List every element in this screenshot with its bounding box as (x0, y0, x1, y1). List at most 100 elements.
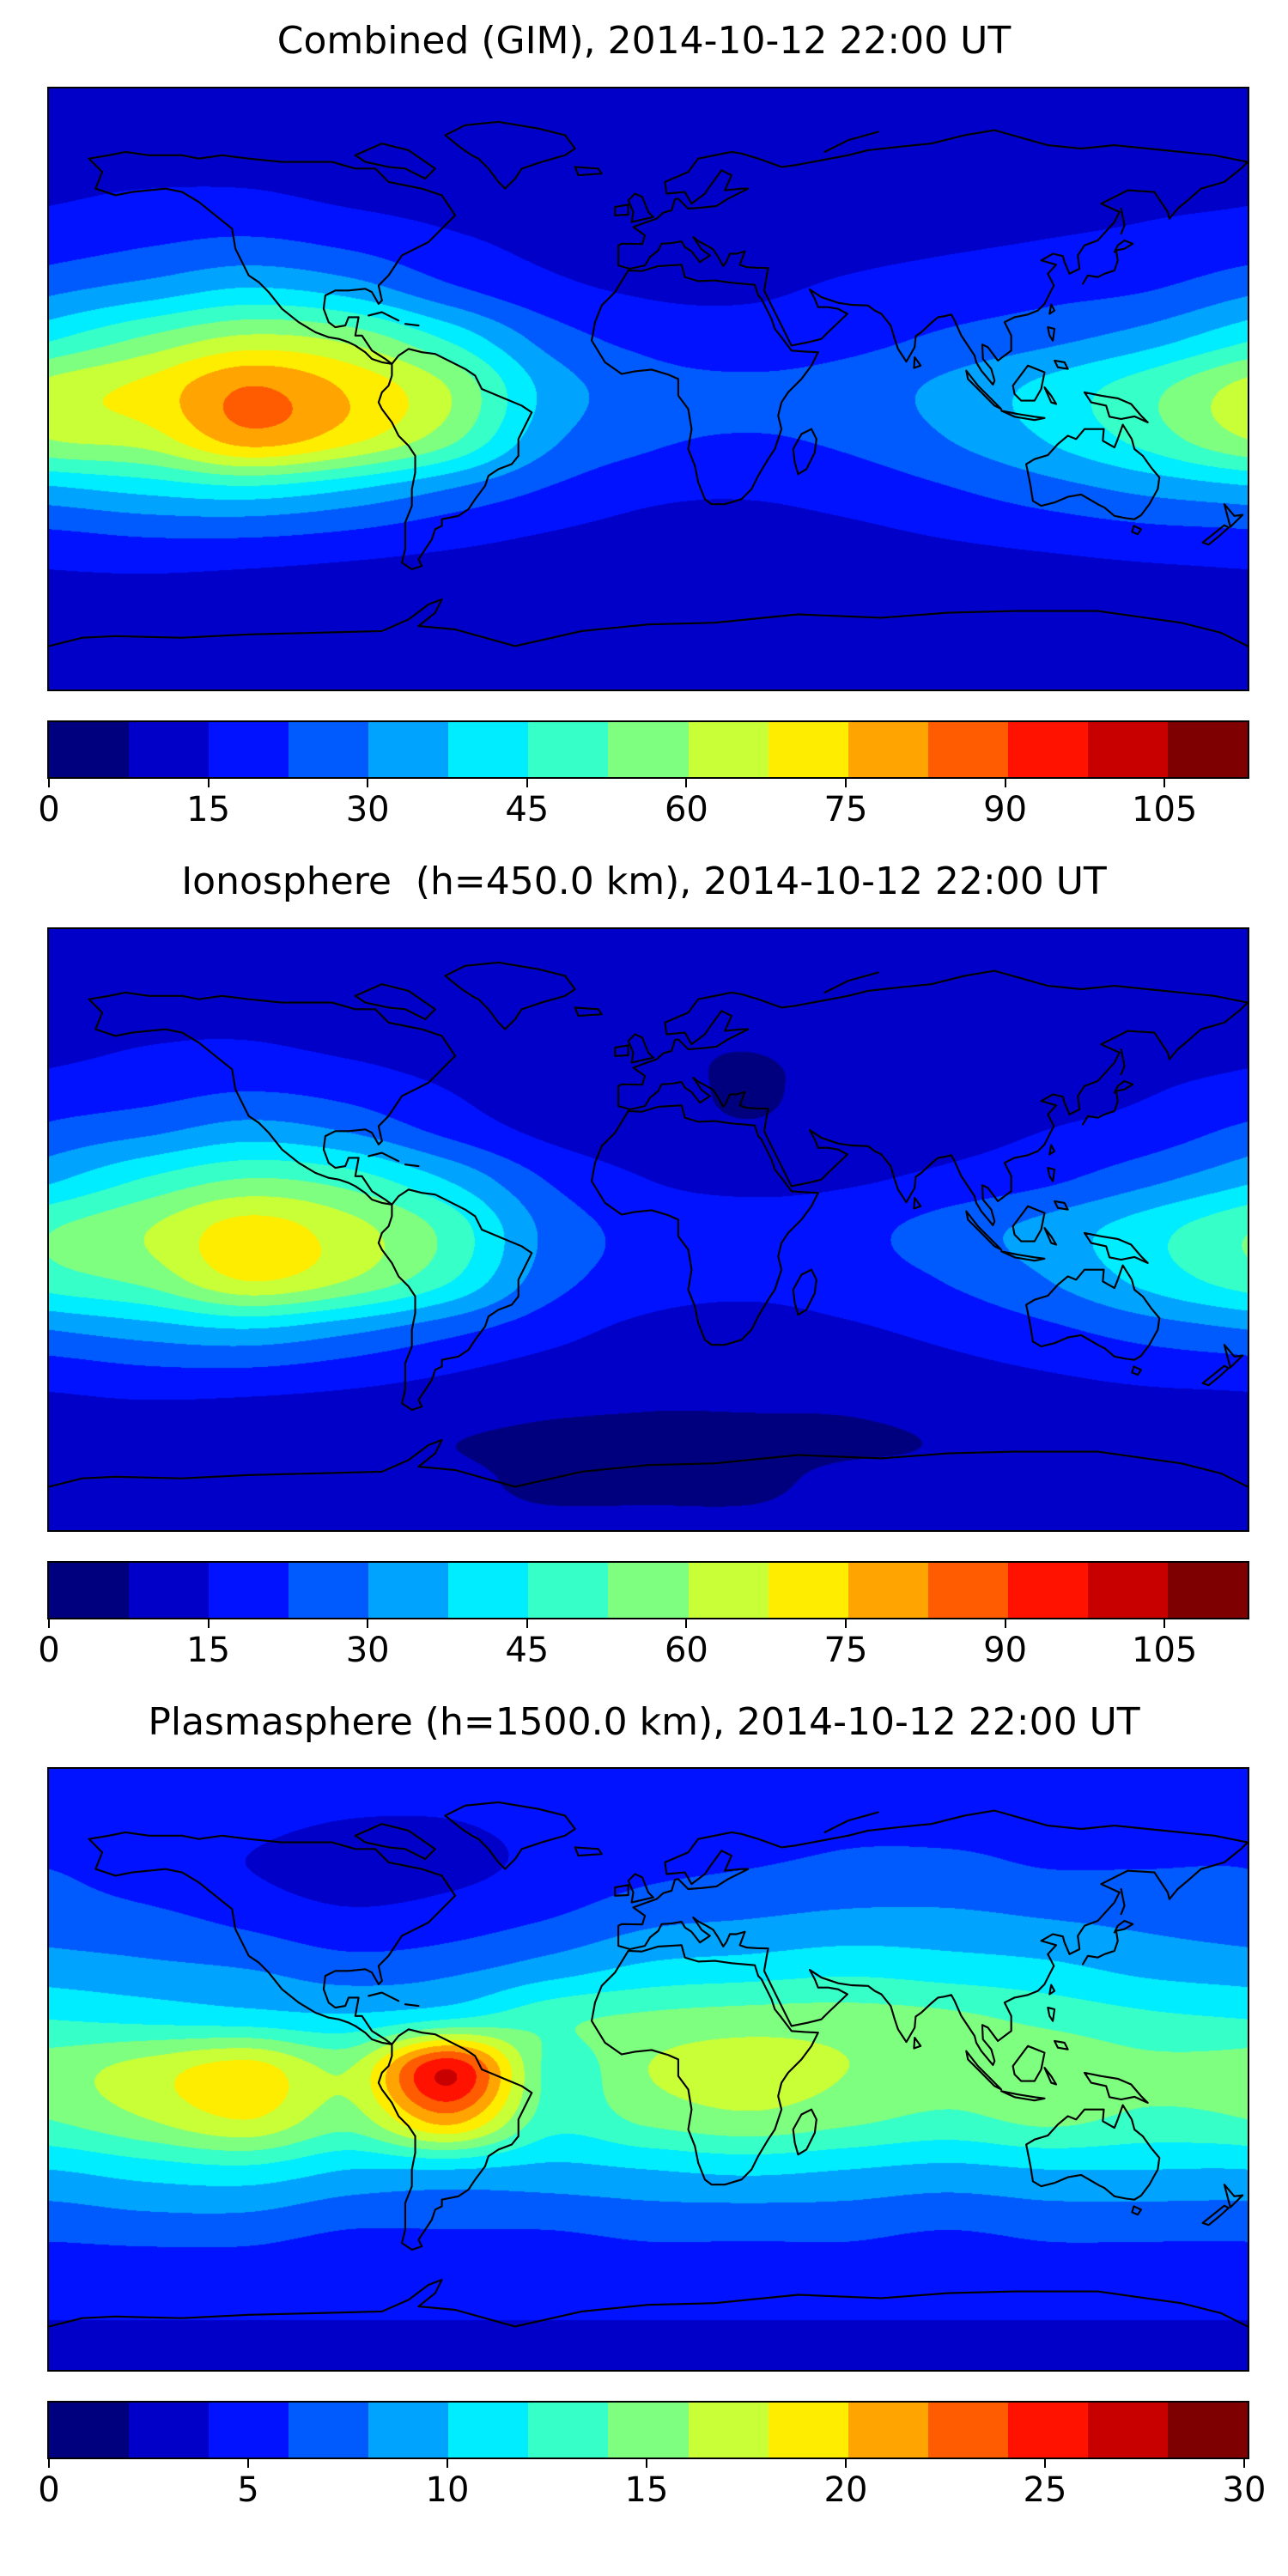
colorbar-tick-label: 75 (823, 789, 868, 829)
colorbar-segment (1007, 2403, 1088, 2458)
panel-title: Combined (GIM), 2014-10-12 22:00 UT (276, 19, 1012, 63)
colorbar (47, 1560, 1249, 1619)
colorbar-tick-mark (685, 778, 688, 787)
colorbar (47, 720, 1249, 779)
colorbar-segment (848, 1562, 928, 1618)
world-map-ionosphere (47, 927, 1249, 1532)
colorbar-segment (608, 1562, 689, 1618)
colorbar-tick-mark (48, 778, 50, 787)
colorbar-segment (289, 1562, 369, 1618)
colorbar-tick-label: 15 (186, 1630, 231, 1670)
tec-heatmap-canvas (49, 88, 1248, 690)
colorbar-tick-label: 45 (505, 1630, 550, 1670)
colorbar-tick-mark (1044, 2459, 1046, 2469)
colorbar-segment (368, 2403, 449, 2458)
colorbar-segment (927, 1562, 1008, 1618)
colorbar-tick-mark (1163, 1619, 1166, 1628)
colorbar-segment (368, 721, 449, 777)
colorbar-segment (129, 1562, 210, 1618)
colorbar-segment (209, 721, 289, 777)
colorbar-tick-label: 15 (624, 2470, 669, 2511)
colorbar-tick-label: 0 (38, 1630, 60, 1670)
colorbar-segment (768, 721, 848, 777)
colorbar-tick-label: 60 (664, 789, 708, 829)
colorbar-segment (688, 721, 769, 777)
colorbar-tick-label: 90 (983, 1630, 1028, 1670)
coastlines-overlay (49, 961, 1248, 1488)
panel-title: Plasmasphere (h=1500.0 km), 2014-10-12 2… (148, 1699, 1140, 1744)
colorbar-segment (608, 721, 689, 777)
colorbar-segment (1167, 1562, 1248, 1618)
colorbar-tick-label: 30 (345, 1630, 390, 1670)
panel-plasmasphere: Plasmasphere (h=1500.0 km), 2014-10-12 2… (0, 1681, 1288, 2522)
colorbar-segment (49, 2403, 130, 2458)
colorbar-segment (927, 721, 1008, 777)
colorbar-tick-mark (646, 2459, 647, 2469)
colorbar-tick-mark (247, 2459, 249, 2469)
coastlines-overlay (49, 1801, 1248, 2328)
colorbar (47, 2401, 1249, 2460)
colorbar-tick-mark (526, 778, 528, 787)
colorbar-segment (129, 2403, 210, 2458)
colorbar-segment (368, 1562, 449, 1618)
colorbar-tick-label: 25 (1023, 2470, 1067, 2511)
colorbar-segment (927, 2403, 1008, 2458)
colorbar-segment (289, 2403, 369, 2458)
colorbar-tick-mark (48, 1619, 50, 1628)
colorbar-tick-label: 30 (345, 789, 390, 829)
colorbar-tick-mark (1004, 1619, 1006, 1628)
colorbar-segment (688, 2403, 769, 2458)
colorbar-segment (768, 1562, 848, 1618)
world-map-plasmasphere (47, 1767, 1249, 2372)
colorbar-tick-label: 90 (983, 789, 1028, 829)
colorbar-segment (528, 1562, 609, 1618)
colorbar-tick-mark (845, 778, 847, 787)
colorbar-segment (289, 721, 369, 777)
colorbar-segment (528, 721, 609, 777)
panel-title: Ionosphere (h=450.0 km), 2014-10-12 22:0… (181, 859, 1107, 903)
colorbar-segment (1087, 721, 1168, 777)
colorbar-segment (1007, 1562, 1088, 1618)
colorbar-tick-label: 0 (38, 2470, 60, 2511)
colorbar-tick-mark (207, 778, 210, 787)
panel-combined-gim: Combined (GIM), 2014-10-12 22:00 UT 0 15 3… (0, 0, 1288, 841)
colorbar-segment (448, 1562, 529, 1618)
colorbar-segment (688, 1562, 769, 1618)
colorbar-segment (129, 721, 210, 777)
colorbar-tick-mark (1163, 778, 1166, 787)
colorbar-tick-label: 15 (186, 789, 231, 829)
colorbar-tick-mark (526, 1619, 528, 1628)
colorbar-segment (528, 2403, 609, 2458)
colorbar-segment (209, 1562, 289, 1618)
colorbar-tick-mark (845, 1619, 847, 1628)
colorbar-segment (1087, 1562, 1168, 1618)
figure-root: Combined (GIM), 2014-10-12 22:00 UT 0 15 3… (0, 0, 1288, 2522)
colorbar-segment (448, 2403, 529, 2458)
colorbar-segment (1167, 2403, 1248, 2458)
colorbar-segment (848, 721, 928, 777)
colorbar-tick-label: 75 (823, 1630, 868, 1670)
colorbar-segment (608, 2403, 689, 2458)
tec-heatmap-canvas (49, 1769, 1248, 2371)
colorbar-tick-label: 30 (1222, 2470, 1267, 2511)
world-map-combined (47, 86, 1249, 691)
colorbar-segment (49, 721, 130, 777)
colorbar-tick-label: 10 (425, 2470, 470, 2511)
colorbar-segment (209, 2403, 289, 2458)
coastlines-overlay (49, 120, 1248, 647)
colorbar-tick-mark (367, 778, 369, 787)
colorbar-tick-mark (48, 2459, 50, 2469)
colorbar-tick-label: 0 (38, 789, 60, 829)
colorbar-ticks: 0 5 10 15 20 25 30 (38, 2459, 1266, 2521)
colorbar-tick-mark (1004, 778, 1006, 787)
colorbar-tick-mark (845, 2459, 847, 2469)
colorbar-segment (1167, 721, 1248, 777)
colorbar-tick-label: 105 (1132, 1630, 1198, 1670)
colorbar-tick-label: 105 (1132, 789, 1198, 829)
colorbar-segment (1087, 2403, 1168, 2458)
colorbar-tick-mark (447, 2459, 448, 2469)
colorbar-tick-mark (1243, 2459, 1245, 2469)
colorbar-segment (848, 2403, 928, 2458)
panel-ionosphere: Ionosphere (h=450.0 km), 2014-10-12 22:0… (0, 841, 1288, 1681)
colorbar-tick-mark (207, 1619, 210, 1628)
